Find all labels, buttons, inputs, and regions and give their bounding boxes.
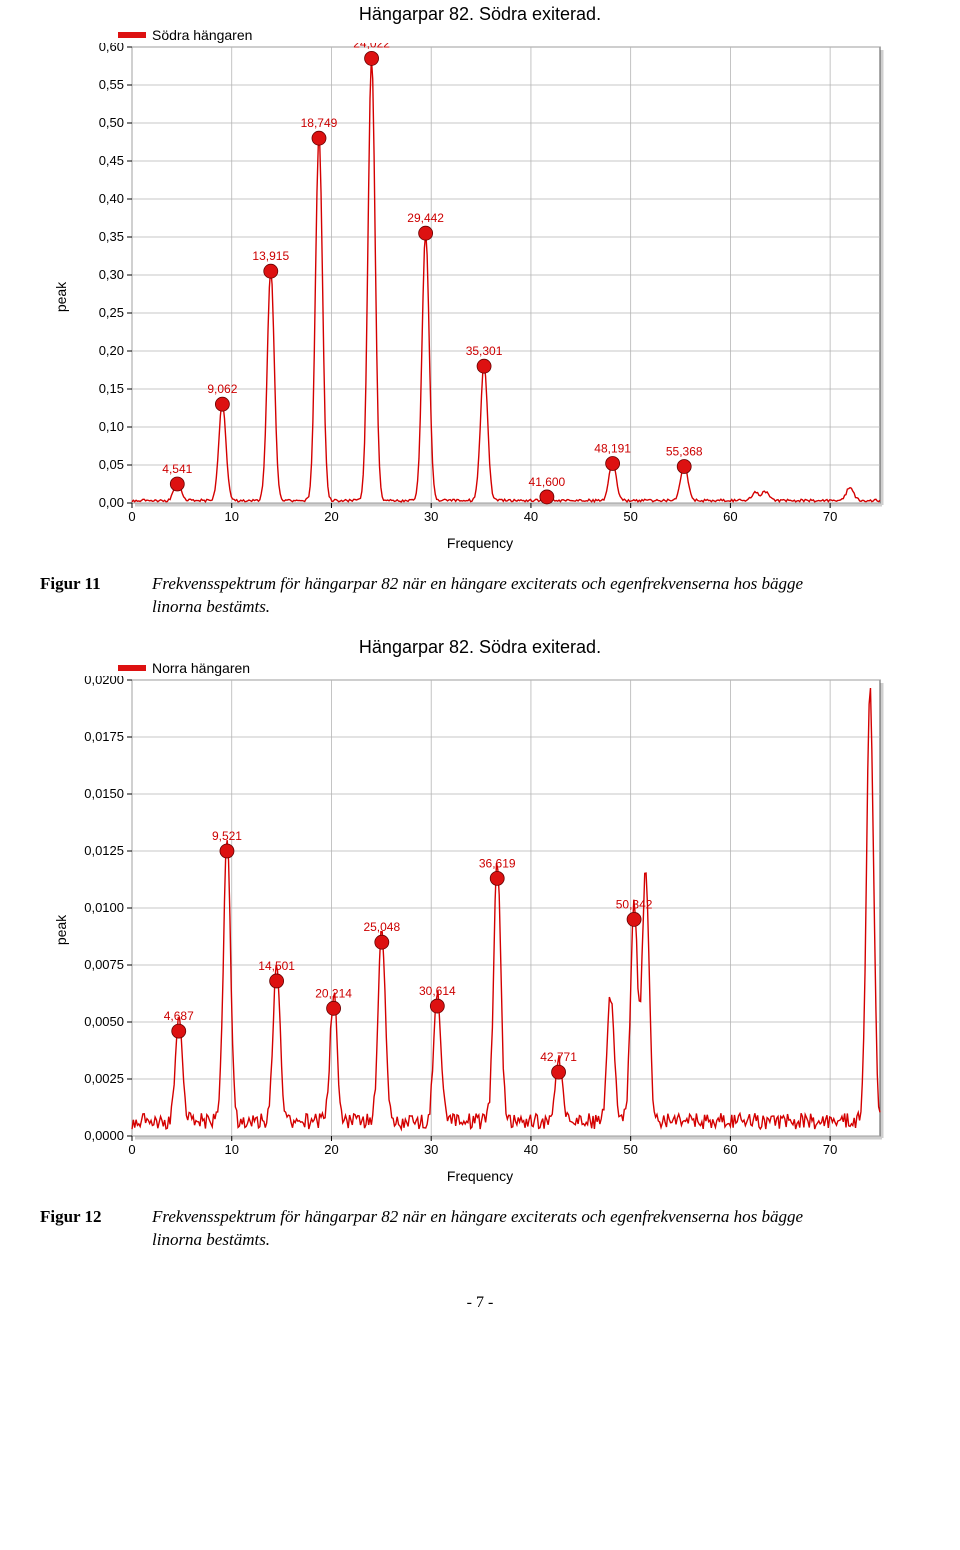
svg-text:14,501: 14,501 <box>258 959 295 973</box>
svg-text:9,062: 9,062 <box>207 382 237 396</box>
svg-text:55,368: 55,368 <box>666 445 703 459</box>
svg-text:10: 10 <box>224 1142 238 1157</box>
svg-text:0,25: 0,25 <box>99 305 124 320</box>
svg-text:50,342: 50,342 <box>616 897 653 911</box>
svg-text:40: 40 <box>524 509 538 524</box>
svg-text:20,214: 20,214 <box>315 986 352 1000</box>
svg-text:4,541: 4,541 <box>162 462 192 476</box>
svg-text:0,0050: 0,0050 <box>84 1014 124 1029</box>
chart1-plot: 0 10 20 30 40 50 60 70 0,00 0,05 0,10 0,15 0,20 0,25 0… <box>70 43 890 533</box>
svg-text:20: 20 <box>324 509 338 524</box>
caption2: Figur 12 Frekvensspektrum för hängarpar … <box>40 1206 920 1252</box>
svg-text:0,00: 0,00 <box>99 495 124 510</box>
legend-swatch-icon <box>118 665 146 671</box>
chart1-legend: Södra hängaren <box>118 27 960 43</box>
svg-text:35,301: 35,301 <box>466 344 503 358</box>
svg-text:41,600: 41,600 <box>529 475 566 489</box>
svg-text:0,0150: 0,0150 <box>84 786 124 801</box>
svg-text:36,619: 36,619 <box>479 856 516 870</box>
chart2-legend-label: Norra hängaren <box>152 660 250 676</box>
chart2-xlabel: Frequency <box>70 1168 890 1184</box>
svg-text:0,30: 0,30 <box>99 267 124 282</box>
legend-swatch-icon <box>118 32 146 38</box>
svg-text:0,40: 0,40 <box>99 191 124 206</box>
caption2-label: Figur 12 <box>40 1206 128 1252</box>
svg-text:0,0075: 0,0075 <box>84 957 124 972</box>
chart1-xlabel: Frequency <box>70 535 890 551</box>
svg-text:0,0100: 0,0100 <box>84 900 124 915</box>
svg-text:0,45: 0,45 <box>99 153 124 168</box>
svg-text:0,50: 0,50 <box>99 115 124 130</box>
svg-text:18,749: 18,749 <box>301 116 338 130</box>
svg-text:0,60: 0,60 <box>99 43 124 54</box>
svg-text:13,915: 13,915 <box>252 249 289 263</box>
svg-text:48,191: 48,191 <box>594 441 631 455</box>
svg-text:20: 20 <box>324 1142 338 1157</box>
svg-text:0,15: 0,15 <box>99 381 124 396</box>
svg-text:30: 30 <box>424 509 438 524</box>
svg-text:0,0025: 0,0025 <box>84 1071 124 1086</box>
svg-text:0,55: 0,55 <box>99 77 124 92</box>
svg-text:0: 0 <box>128 1142 135 1157</box>
chart2-container: peak 0102030405060700,00000,00250,00500,… <box>70 676 890 1184</box>
svg-text:70: 70 <box>823 1142 837 1157</box>
svg-text:40: 40 <box>524 1142 538 1157</box>
svg-text:0,0200: 0,0200 <box>84 676 124 687</box>
chart2-plot: 0 10 20 30 40 50 60 70 0,0000 0,0025 0,0050 0,0075 0… <box>70 676 890 1166</box>
chart1-legend-label: Södra hängaren <box>152 27 252 43</box>
chart2-title: Hängarpar 82. Södra exiterad. <box>0 637 960 658</box>
svg-text:29,442: 29,442 <box>407 211 444 225</box>
svg-text:30,614: 30,614 <box>419 984 456 998</box>
svg-text:0,0000: 0,0000 <box>84 1128 124 1143</box>
caption1-text: Frekvensspektrum för hängarpar 82 när en… <box>152 573 852 619</box>
svg-text:42,771: 42,771 <box>540 1050 577 1064</box>
svg-text:30: 30 <box>424 1142 438 1157</box>
svg-text:4,687: 4,687 <box>164 1009 194 1023</box>
svg-text:50: 50 <box>623 1142 637 1157</box>
page-number: - 7 - <box>0 1294 960 1312</box>
chart1-ylabel: peak <box>53 282 69 312</box>
svg-text:9,521: 9,521 <box>212 829 242 843</box>
chart2-ylabel: peak <box>53 915 69 945</box>
svg-text:0: 0 <box>128 509 135 524</box>
svg-text:50: 50 <box>623 509 637 524</box>
svg-text:0,20: 0,20 <box>99 343 124 358</box>
svg-text:0,35: 0,35 <box>99 229 124 244</box>
svg-text:60: 60 <box>723 1142 737 1157</box>
chart1-container: peak 0102030405060700,000,050,100,150,20… <box>70 43 890 551</box>
svg-text:0,10: 0,10 <box>99 419 124 434</box>
caption1: Figur 11 Frekvensspektrum för hängarpar … <box>40 573 920 619</box>
svg-text:10: 10 <box>224 509 238 524</box>
svg-text:0,05: 0,05 <box>99 457 124 472</box>
caption2-text: Frekvensspektrum för hängarpar 82 när en… <box>152 1206 852 1252</box>
svg-text:25,048: 25,048 <box>363 920 400 934</box>
svg-text:60: 60 <box>723 509 737 524</box>
svg-text:70: 70 <box>823 509 837 524</box>
svg-text:0,0175: 0,0175 <box>84 729 124 744</box>
chart1-title: Hängarpar 82. Södra exiterad. <box>0 4 960 25</box>
caption1-label: Figur 11 <box>40 573 128 619</box>
svg-text:24,022: 24,022 <box>353 43 390 50</box>
svg-text:0,0125: 0,0125 <box>84 843 124 858</box>
chart2-legend: Norra hängaren <box>118 660 960 676</box>
